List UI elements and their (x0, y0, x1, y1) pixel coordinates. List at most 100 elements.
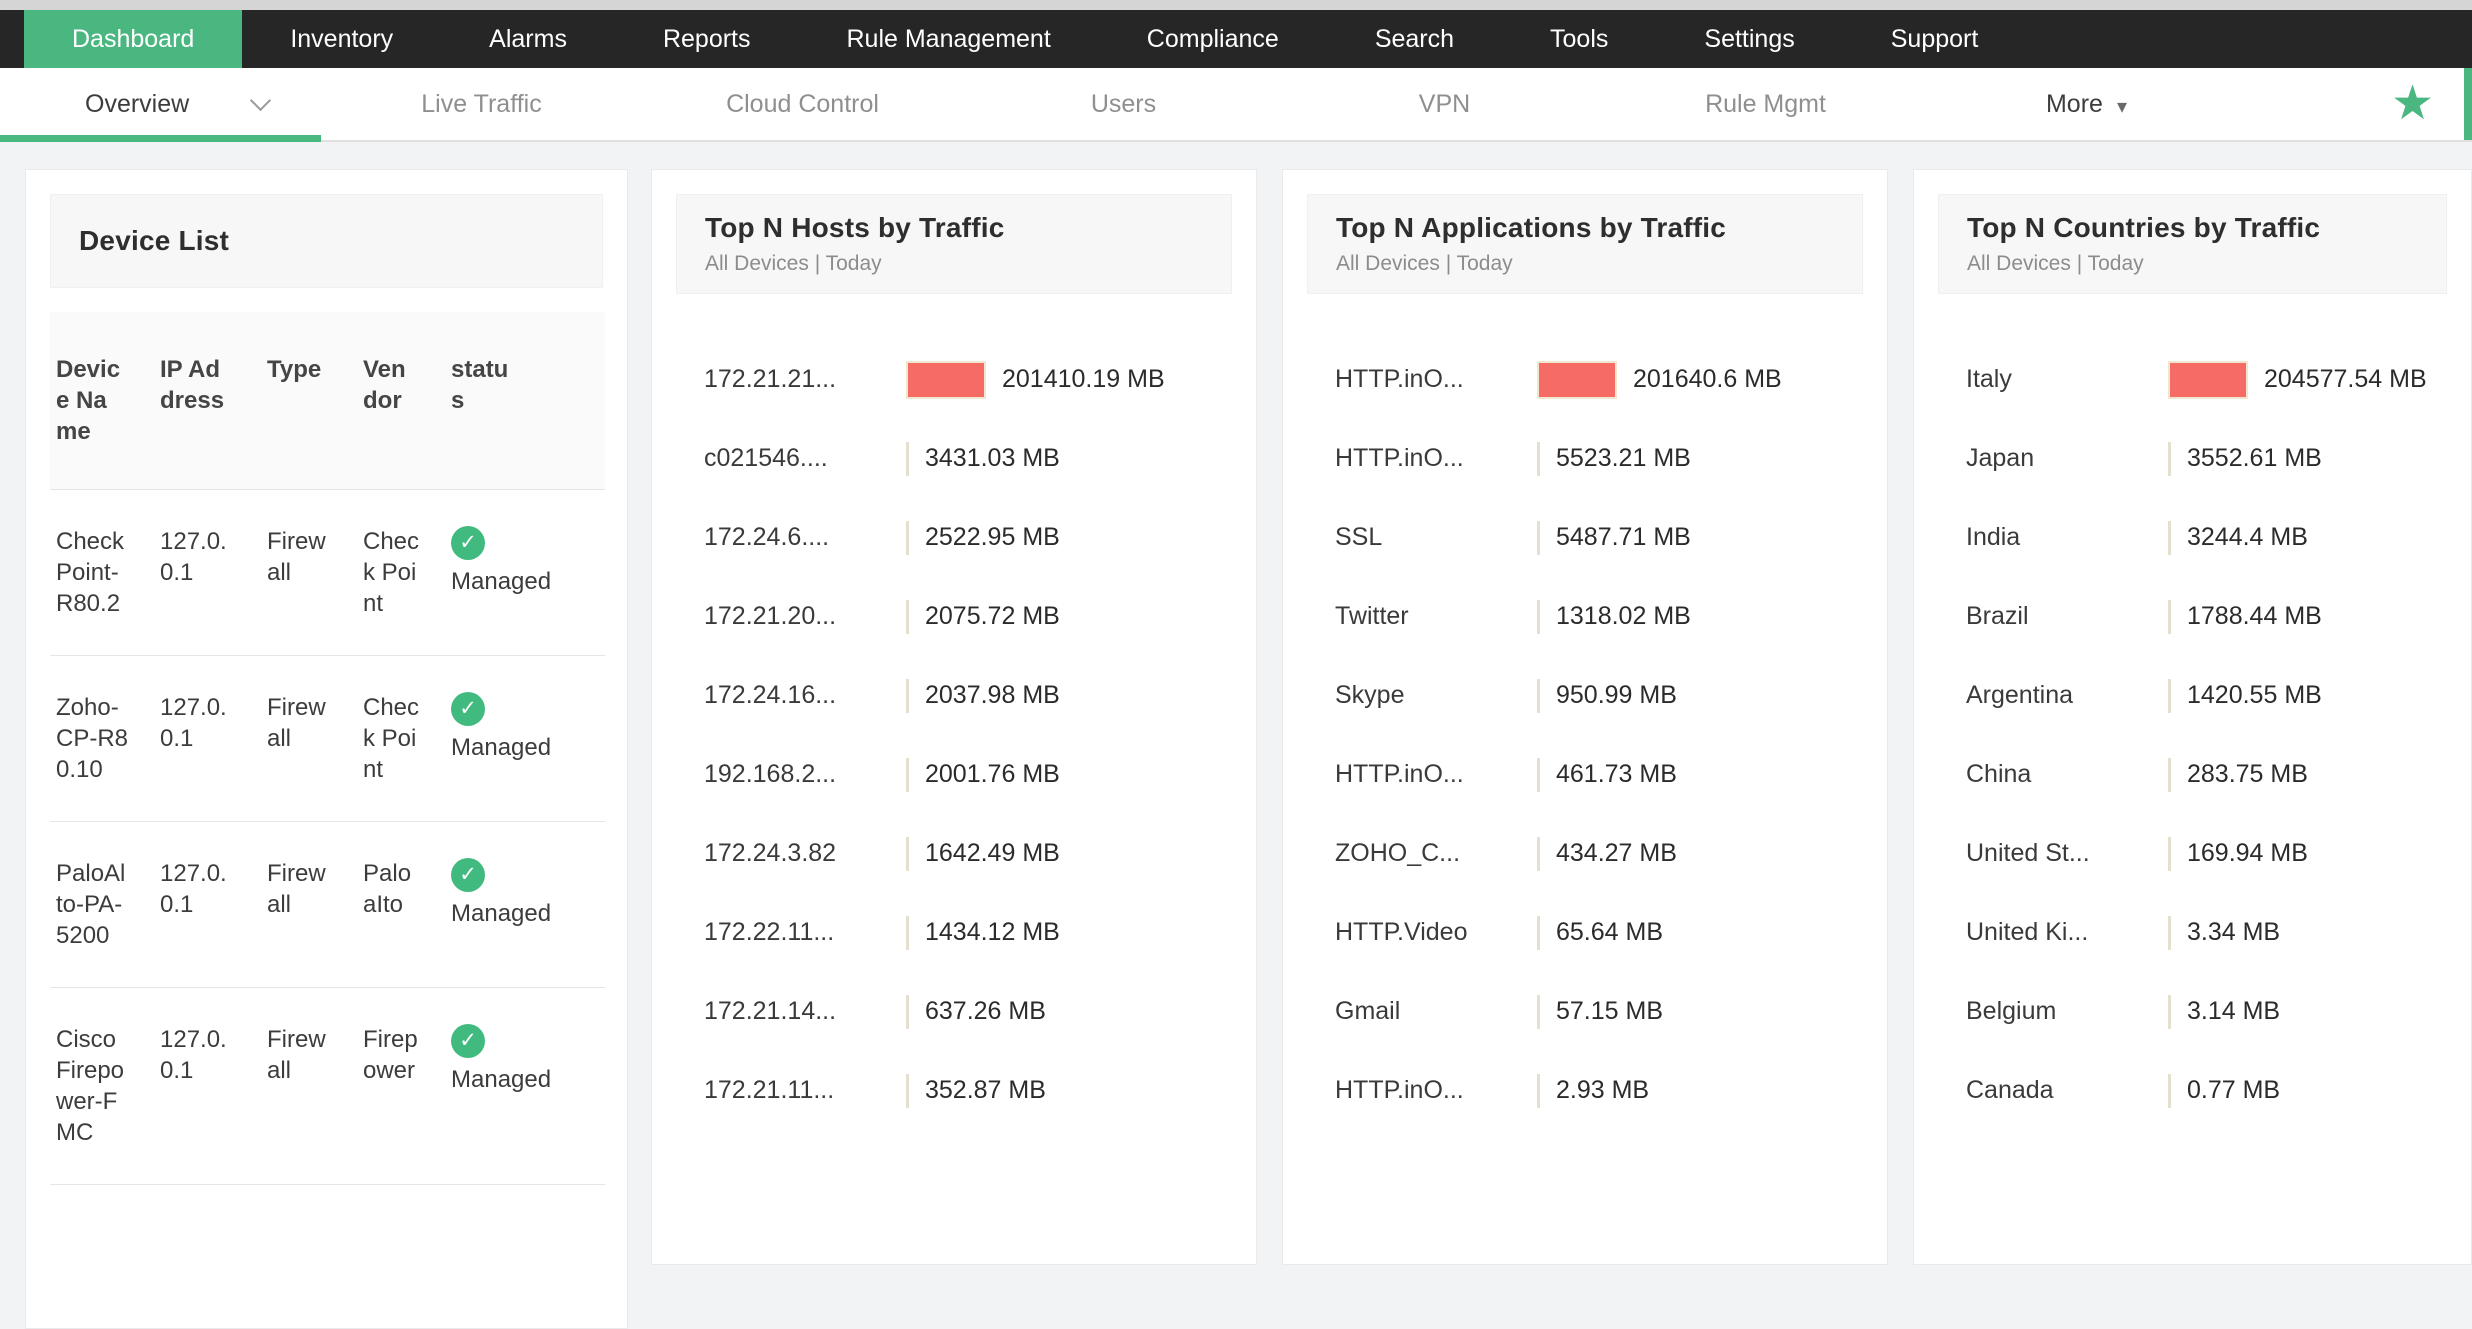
bar-zone: 3244.4 MB (2168, 520, 2308, 555)
nav-item-dashboard[interactable]: Dashboard (24, 10, 243, 68)
panel-subtitle: All Devices | Today (1336, 252, 1513, 275)
countries-row-brazil[interactable]: Brazil 1788.44 MB (1914, 577, 2471, 656)
traffic-bar (2168, 678, 2171, 713)
row-label: 172.21.21... (704, 365, 837, 393)
applications-row-http-ino[interactable]: HTTP.inO... 201640.6 MB (1283, 340, 1887, 419)
traffic-value: 2037.98 MB (925, 681, 1060, 709)
applications-row-zoho-c[interactable]: ZOHO_C... 434.27 MB (1283, 814, 1887, 893)
column-header-vendor: Vendor (357, 312, 445, 490)
nav-item-reports[interactable]: Reports (662, 24, 751, 53)
device-list-card: Device List Device Name IP Address Type Ven… (25, 169, 628, 1329)
countries-row-canada[interactable]: Canada 0.77 MB (1914, 1051, 2471, 1130)
applications-row-ssl[interactable]: SSL 5487.71 MB (1283, 498, 1887, 577)
countries-row-japan[interactable]: Japan 3552.61 MB (1914, 419, 2471, 498)
column-header-device-name: Device Name (50, 312, 154, 490)
check-circle-icon (451, 692, 485, 726)
nav-item-inventory[interactable]: Inventory (290, 24, 394, 53)
tab-vpn[interactable]: VPN (1284, 68, 1605, 140)
bar-zone: 2037.98 MB (906, 678, 1060, 713)
bar-zone: 169.94 MB (2168, 836, 2308, 871)
column-header-ip-address: IP Address (154, 312, 261, 490)
hosts-row-192-168-2[interactable]: 192.168.2... 2001.76 MB (652, 735, 1256, 814)
row-label: 172.24.6.... (704, 523, 830, 551)
bar-zone: 3.14 MB (2168, 994, 2280, 1029)
nav-item-tools[interactable]: Tools (1550, 24, 1609, 53)
nav-item-settings[interactable]: Settings (1704, 24, 1795, 53)
top-countries-rows: Italy 204577.54 MB Japan 3552.61 MB India 324… (1914, 340, 2471, 1130)
hosts-row-172-21-20[interactable]: 172.21.20... 2075.72 MB (652, 577, 1256, 656)
vendor: PaloaIto (363, 860, 412, 918)
countries-row-italy[interactable]: Italy 204577.54 MB (1914, 340, 2471, 419)
countries-row-belgium[interactable]: Belgium 3.14 MB (1914, 972, 2471, 1051)
tab-rule-mgmt[interactable]: Rule Mgmt (1605, 68, 1926, 140)
hosts-row-172-24-3-82[interactable]: 172.24.3.82 1642.49 MB (652, 814, 1256, 893)
traffic-bar (1537, 836, 1540, 871)
applications-row-gmail[interactable]: Gmail 57.15 MB (1283, 972, 1887, 1051)
device-row-paloalto-pa-5200[interactable]: PaloAlto-PA-5200 127.0.0.1 Firewall PaloaIt… (50, 821, 605, 988)
nav-item-compliance[interactable]: Compliance (1146, 24, 1279, 53)
row-label: Canada (1966, 1076, 2054, 1104)
countries-row-india[interactable]: India 3244.4 MB (1914, 498, 2471, 577)
tab-users[interactable]: Users (963, 68, 1284, 140)
hosts-row-172-24-6[interactable]: 172.24.6.... 2522.95 MB (652, 498, 1256, 577)
device-row-cisco-firepower-fmc[interactable]: Cisco Firepower-FMC 127.0.0.1 Firewall Fire… (50, 987, 605, 1185)
hosts-row-172-22-11[interactable]: 172.22.11... 1434.12 MB (652, 893, 1256, 972)
hosts-row-172-21-21[interactable]: 172.21.21... 201410.19 MB (652, 340, 1256, 419)
dashboard-tab-bar: Overview Live Traffic Cloud Control Users VP… (0, 68, 2472, 142)
nav-item-support[interactable]: Support (1890, 24, 1979, 53)
hosts-row-172-21-14[interactable]: 172.21.14... 637.26 MB (652, 972, 1256, 1051)
star-icon[interactable] (2391, 80, 2434, 128)
traffic-bar (906, 360, 986, 399)
hosts-row-172-21-11[interactable]: 172.21.11... 352.87 MB (652, 1051, 1256, 1130)
applications-row-skype[interactable]: Skype 950.99 MB (1283, 656, 1887, 735)
device-row-zoho-cp-r80-10[interactable]: Zoho-CP-R80.10 127.0.0.1 Firewall Check Poi… (50, 655, 605, 822)
row-label: China (1966, 760, 2032, 788)
countries-row-united-ki[interactable]: United Ki... 3.34 MB (1914, 893, 2471, 972)
tab-label: More (2045, 89, 2103, 118)
countries-row-china[interactable]: China 283.75 MB (1914, 735, 2471, 814)
nav-item-rule-management[interactable]: Rule Management (846, 24, 1051, 53)
device-table: Device Name IP Address Type Vendor status Ch… (50, 312, 605, 1185)
ip-address: 127.0.0.1 (160, 1026, 227, 1084)
check-circle-icon (451, 1024, 485, 1058)
traffic-value: 3244.4 MB (2187, 523, 2308, 551)
tab-label: Overview (85, 89, 190, 118)
traffic-value: 5487.71 MB (1556, 523, 1691, 551)
traffic-bar (906, 599, 909, 634)
status-cell: Managed (445, 822, 605, 988)
row-label: Argentina (1966, 681, 2074, 709)
traffic-value: 637.26 MB (925, 997, 1046, 1025)
countries-row-argentina[interactable]: Argentina 1420.55 MB (1914, 656, 2471, 735)
device-row-checkpoint-r80-2[interactable]: CheckPoint-R80.2 127.0.0.1 Firewall Check P… (50, 489, 605, 656)
top-hosts-header: Top N Hosts by Traffic All Devices | Tod… (676, 194, 1232, 294)
tab-live-traffic[interactable]: Live Traffic (321, 68, 642, 140)
hosts-row-172-24-16[interactable]: 172.24.16... 2037.98 MB (652, 656, 1256, 735)
applications-row-http-video[interactable]: HTTP.Video 65.64 MB (1283, 893, 1887, 972)
vendor: Check Point (363, 694, 420, 783)
nav-item-search[interactable]: Search (1374, 24, 1455, 53)
applications-row-http-ino[interactable]: HTTP.inO... 2.93 MB (1283, 1051, 1887, 1130)
traffic-bar (2168, 520, 2171, 555)
device-name: Zoho-CP-R80.10 (56, 694, 129, 783)
applications-row-http-ino[interactable]: HTTP.inO... 5523.21 MB (1283, 419, 1887, 498)
nav-item-alarms[interactable]: Alarms (489, 24, 567, 53)
tab-more[interactable]: More ▾ (1926, 68, 2247, 140)
triangle-down-icon: ▾ (2116, 95, 2127, 118)
applications-row-twitter[interactable]: Twitter 1318.02 MB (1283, 577, 1887, 656)
applications-row-http-ino[interactable]: HTTP.inO... 461.73 MB (1283, 735, 1887, 814)
countries-row-united-st[interactable]: United St... 169.94 MB (1914, 814, 2471, 893)
hosts-row-c021546[interactable]: c021546.... 3431.03 MB (652, 419, 1256, 498)
tab-overview[interactable]: Overview (0, 68, 321, 140)
traffic-value: 5523.21 MB (1556, 444, 1691, 472)
traffic-bar (2168, 915, 2171, 950)
traffic-value: 1318.02 MB (1556, 602, 1691, 630)
traffic-value: 169.94 MB (2187, 839, 2308, 867)
bar-zone: 5487.71 MB (1537, 520, 1691, 555)
chevron-down-icon (250, 89, 272, 111)
bar-zone: 201640.6 MB (1537, 360, 1782, 399)
row-label: Gmail (1335, 997, 1401, 1025)
tab-cloud-control[interactable]: Cloud Control (642, 68, 963, 140)
traffic-value: 352.87 MB (925, 1076, 1046, 1104)
active-tab-underline (0, 135, 321, 142)
bar-zone: 201410.19 MB (906, 360, 1165, 399)
